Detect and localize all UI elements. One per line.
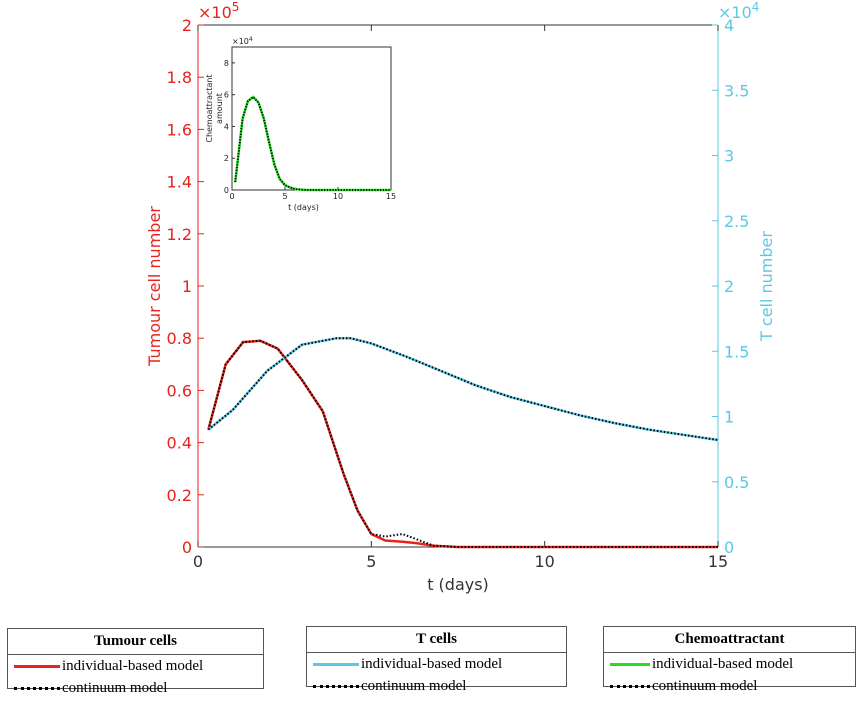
legend-swatch-dotted	[313, 684, 359, 688]
right-tick-label: 3.5	[724, 81, 749, 100]
legend-swatch-dotted	[14, 686, 60, 690]
inset-x-tick-label: 5	[282, 192, 287, 201]
legend-title: Chemoattractant	[604, 627, 855, 653]
legend-swatch-solid	[610, 662, 650, 666]
legend-label: continuum model	[652, 677, 758, 694]
x-axis-label: t (days)	[427, 575, 489, 594]
legend-label: continuum model	[361, 677, 467, 694]
legend-label: individual-based model	[652, 655, 794, 672]
inset-y-tick-label: 6	[224, 91, 229, 100]
series-line-1	[207, 339, 718, 548]
left-tick-label: 1.2	[167, 225, 192, 244]
legend-title: T cells	[307, 627, 566, 653]
series-line-2	[207, 336, 719, 442]
left-tick-label: 1.4	[167, 173, 192, 192]
chart: 0 5 10 15t (days)00.20.40.60.811.21.41.61.8…	[145, 0, 776, 594]
series-line-0	[207, 339, 718, 549]
inset-x-tick-label: 15	[386, 192, 396, 201]
inset-x-tick-label: 0	[229, 192, 234, 201]
x-tick-label: 10	[534, 552, 554, 571]
right-tick-label: 4	[724, 16, 734, 35]
legend-label: individual-based model	[62, 657, 204, 674]
left-tick-label: 0.4	[167, 434, 192, 453]
inset-y-tick-label: 8	[224, 59, 229, 68]
left-tick-label: 0.2	[167, 486, 192, 505]
legend-t-cells: T cells individual-based model continuum…	[306, 626, 567, 694]
legend-item: continuum model	[604, 675, 855, 697]
legend-label: individual-based model	[361, 655, 503, 672]
series-line-3	[207, 337, 719, 441]
right-tick-label: 1.5	[724, 342, 749, 361]
legend-swatch-solid	[14, 664, 60, 668]
inset-plot: 0 5 10 15 t (days) 0 2 4 6 8 ×104 Chemoattractant am…	[205, 36, 396, 212]
inset-y-axis-label-line2: amount	[215, 93, 224, 124]
right-tick-label: 0.5	[724, 473, 749, 492]
inset-y-axis-label-line1: Chemoattractant	[205, 74, 214, 142]
right-axis-label: T cell number	[757, 231, 776, 342]
legend-chemoattractant: Chemoattractant individual-based model c…	[603, 626, 856, 694]
x-tick-label: 0	[193, 552, 203, 571]
right-tick-label: 2.5	[724, 212, 749, 231]
inset-y-tick-label: 2	[224, 154, 229, 163]
inset-multiplier: ×104	[232, 36, 253, 46]
legend-item: continuum model	[8, 677, 263, 699]
left-axis-label: Tumour cell number	[145, 206, 164, 367]
left-tick-label: 2	[182, 16, 192, 35]
x-tick-label: 5	[366, 552, 376, 571]
right-axis-multiplier: ×104	[718, 0, 759, 22]
inset-x-axis-label: t (days)	[288, 203, 319, 212]
inset-y-tick-label: 4	[224, 122, 229, 131]
legend-title: Tumour cells	[8, 629, 263, 655]
left-tick-label: 1	[182, 277, 192, 296]
inset-y-tick-label: 0	[224, 186, 229, 195]
right-tick-label: 2	[724, 277, 734, 296]
right-tick-label: 1	[724, 408, 734, 427]
legend-item: individual-based model	[8, 655, 263, 677]
inset-series-line-1	[234, 95, 391, 191]
left-tick-label: 0	[182, 538, 192, 557]
legend-swatch-solid	[313, 662, 359, 666]
left-axis-multiplier: ×105	[198, 0, 239, 22]
legend-swatch-dotted	[610, 684, 650, 688]
right-tick-label: 0	[724, 538, 734, 557]
legend-label: continuum model	[62, 679, 168, 696]
inset-frame	[231, 46, 392, 191]
left-tick-label: 0.8	[167, 329, 192, 348]
legend-tumour-cells: Tumour cells individual-based model cont…	[7, 628, 264, 696]
legend-item: continuum model	[307, 675, 566, 697]
main-plot: 0 5 10 15t (days)00.20.40.60.811.21.41.61.8…	[145, 0, 776, 594]
legend-item: individual-based model	[307, 653, 566, 675]
legend-item: individual-based model	[604, 653, 855, 675]
x-tick-label: 15	[708, 552, 728, 571]
left-tick-label: 1.8	[167, 68, 192, 87]
right-tick-label: 3	[724, 147, 734, 166]
inset-x-tick-label: 10	[333, 192, 343, 201]
left-tick-label: 0.6	[167, 381, 192, 400]
left-tick-label: 1.6	[167, 120, 192, 139]
